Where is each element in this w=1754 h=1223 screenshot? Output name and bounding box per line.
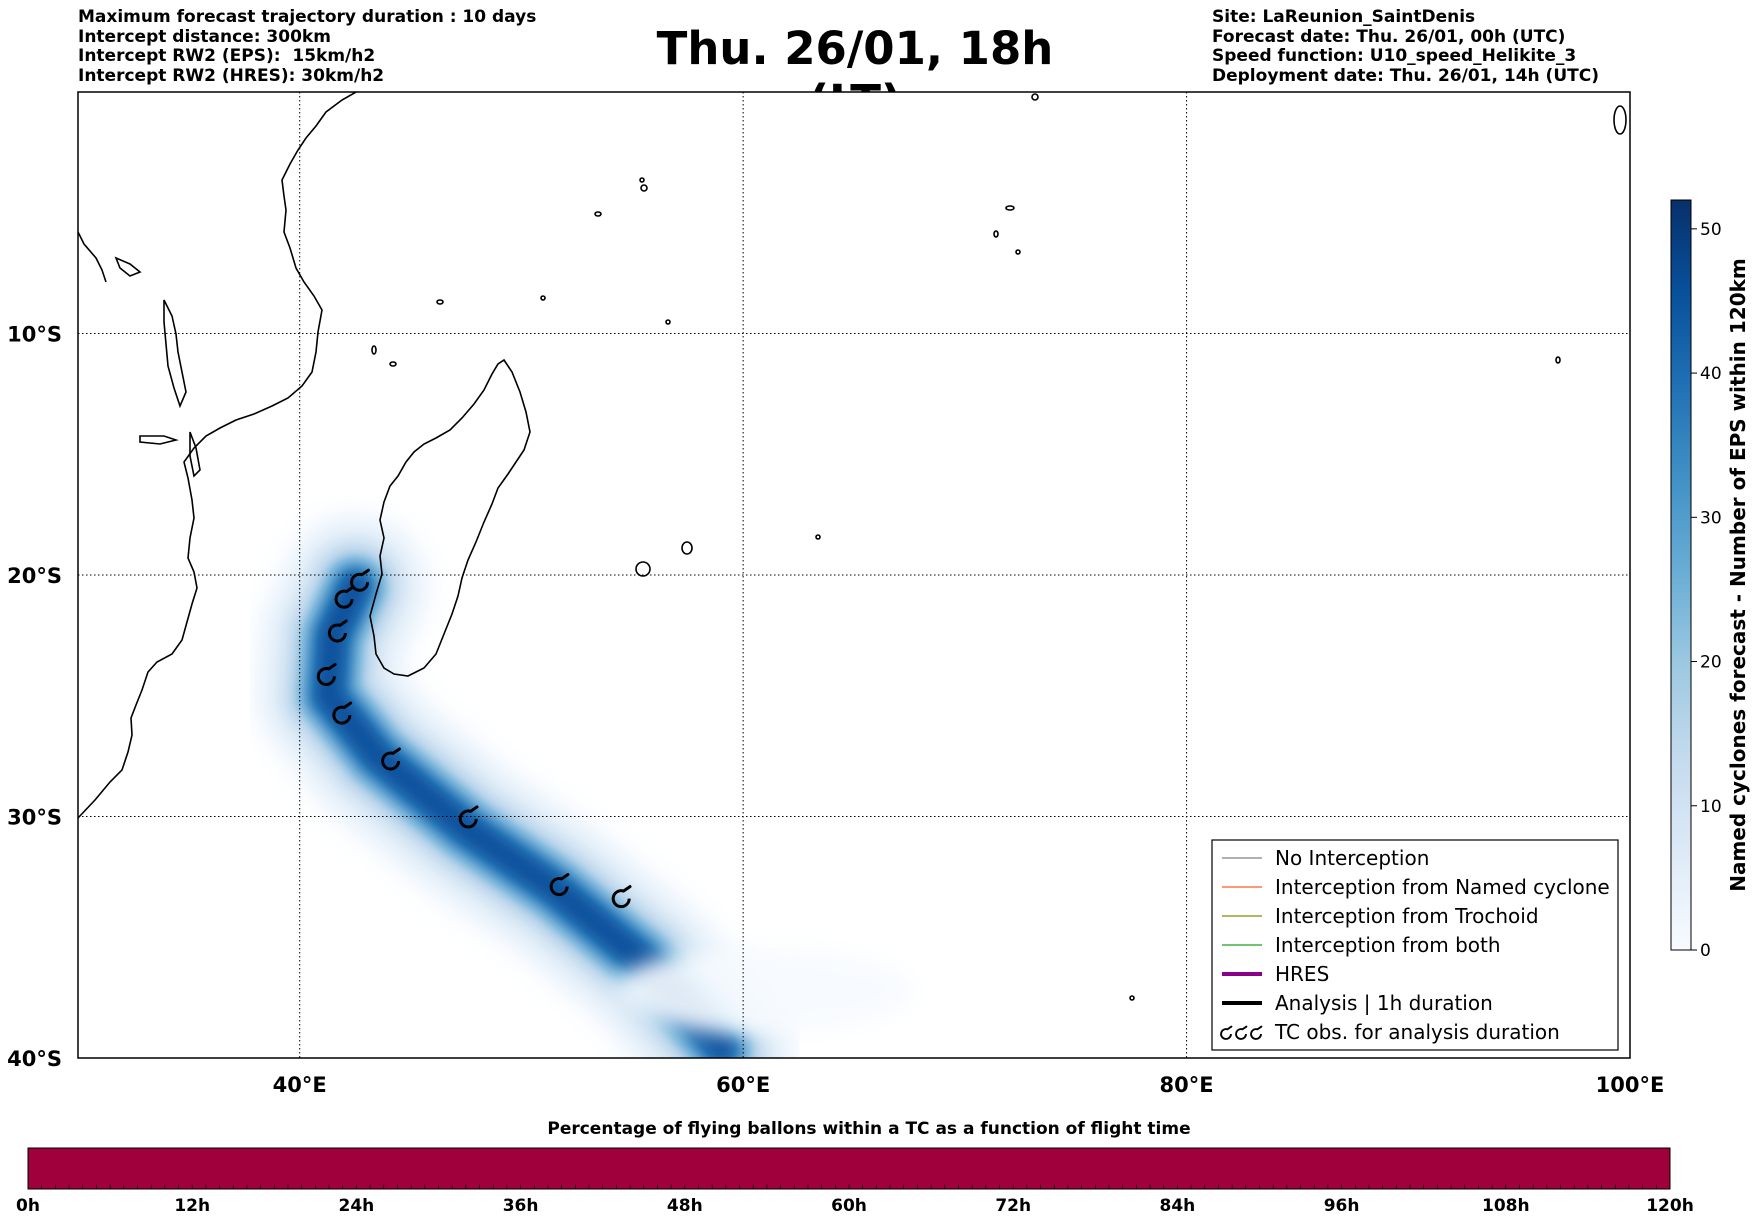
tc-symbol xyxy=(1235,1025,1248,1040)
island-outline xyxy=(389,361,397,367)
flight-bar-tick-label: 96h xyxy=(1324,1196,1360,1216)
island-outline xyxy=(1129,995,1135,1001)
island-outline xyxy=(993,230,999,238)
map-legend: No Interception Interception from Named c… xyxy=(1211,839,1619,1051)
density-band xyxy=(316,575,733,1058)
island-outline xyxy=(639,177,645,183)
island-outline xyxy=(436,299,444,305)
tc-symbol xyxy=(1220,1025,1233,1040)
island-outline xyxy=(540,295,546,301)
lon-tick-label: 80°E xyxy=(1160,1073,1214,1097)
island-outline xyxy=(635,561,651,577)
ensemble-density-plume xyxy=(243,502,916,1058)
flight-bar-tick-label: 24h xyxy=(339,1196,375,1216)
colorbar-tick-label: 40 xyxy=(1700,364,1722,384)
lon-tick-label: 60°E xyxy=(716,1073,770,1097)
tc-symbol xyxy=(332,701,353,725)
header-left-line: Maximum forecast trajectory duration : 1… xyxy=(78,7,537,27)
island-outline xyxy=(1613,105,1627,135)
header-left-line: Intercept distance: 300km xyxy=(78,26,331,47)
legend-item-label: No Interception xyxy=(1275,846,1429,870)
tc-symbol xyxy=(381,747,401,771)
colorbar-scale xyxy=(1670,199,1692,951)
lake-outline xyxy=(163,299,187,409)
legend-box xyxy=(1211,839,1619,1051)
lon-tick-label: 100°E xyxy=(1596,1073,1665,1097)
tc-symbol xyxy=(1250,1025,1263,1040)
colorbar-tick-label: 0 xyxy=(1700,941,1711,961)
header-right-line: Speed function: U10_speed_Helikite_3 xyxy=(1212,46,1577,66)
density-colorbar: 0 10 20 30 40 50 Named cyclones forecast - Nu… xyxy=(1670,199,1750,961)
header-left-line: Intercept RW2 (HRES): 30km/h2 xyxy=(78,65,385,86)
lon-tick-label: 40°E xyxy=(273,1073,327,1097)
colorbar-tick-label: 50 xyxy=(1700,220,1722,240)
colorbar-tick-label: 20 xyxy=(1700,653,1722,673)
island-outline xyxy=(594,211,602,217)
tc-observations xyxy=(316,568,632,909)
density-band xyxy=(615,945,916,1036)
tc-symbol xyxy=(549,873,570,897)
lat-tick-label: 30°S xyxy=(7,806,62,830)
island-outline xyxy=(1015,249,1021,255)
tc-symbol xyxy=(458,805,479,829)
horn-coastline xyxy=(78,231,107,283)
legend-item-label: HRES xyxy=(1275,962,1329,986)
tc-symbol xyxy=(327,619,348,643)
lat-tick-label: 10°S xyxy=(7,323,62,347)
legend-item-label: Interception from both xyxy=(1275,933,1501,957)
lake-outline xyxy=(114,256,142,277)
map-grid xyxy=(78,92,1630,1058)
island-outline xyxy=(640,184,648,192)
flight-bar-title: Percentage of flying ballons within a TC… xyxy=(547,1119,1190,1139)
flight-bar-tick-label: 72h xyxy=(995,1196,1031,1216)
lat-tick-label: 40°S xyxy=(7,1047,62,1071)
legend-item-label: Interception from Trochoid xyxy=(1275,904,1539,928)
island-outline xyxy=(1031,93,1039,101)
legend-item-label: Analysis | 1h duration xyxy=(1275,991,1493,1015)
lake-outline xyxy=(189,431,201,478)
lat-tick-label: 20°S xyxy=(7,564,62,588)
flight-bar-tick-label: 36h xyxy=(503,1196,539,1216)
island-outline xyxy=(815,534,821,540)
flight-bar-tick-label: 120h xyxy=(1646,1196,1694,1216)
header-left-line: Intercept RW2 (EPS): 15km/h2 xyxy=(78,46,376,66)
legend-item-label: Interception from Named cyclone xyxy=(1275,875,1610,899)
flight-time-bar: Percentage of flying ballons within a TC… xyxy=(16,1119,1694,1216)
colorbar-label: Named cyclones forecast - Number of EPS … xyxy=(1726,258,1750,892)
flight-bar-tick-label: 108h xyxy=(1482,1196,1530,1216)
flight-bar-tick-label: 12h xyxy=(174,1196,210,1216)
madagascar-coastline xyxy=(369,358,531,677)
header-right-line: Forecast date: Thu. 26/01, 00h (UTC) xyxy=(1212,26,1566,47)
header-info-left: Maximum forecast trajectory duration : 1… xyxy=(78,7,537,86)
coastlines xyxy=(78,92,1627,1001)
header-right-line: Site: LaReunion_SaintDenis xyxy=(1212,7,1476,27)
map-axis-labels: 40°E 60°E 80°E 100°E 10°S 20°S 30°S 40°S xyxy=(7,323,1664,1098)
africa-coastline xyxy=(78,92,357,819)
island-outline xyxy=(371,345,377,355)
island-outline xyxy=(665,319,671,325)
colorbar-tick-label: 10 xyxy=(1700,797,1722,817)
flight-bar-fill xyxy=(27,1147,1671,1190)
flight-bar-tick-label: 84h xyxy=(1160,1196,1196,1216)
flight-bar-tick-label: 0h xyxy=(16,1196,40,1216)
lake-outline xyxy=(139,435,179,445)
flight-bar-tick-label: 48h xyxy=(667,1196,703,1216)
island-outline xyxy=(1555,356,1561,364)
legend-item-label: TC obs. for analysis duration xyxy=(1274,1020,1560,1044)
tc-symbol xyxy=(611,885,632,909)
island-outline xyxy=(1005,205,1015,211)
island-outline xyxy=(681,541,693,555)
flight-bar-tick-label: 60h xyxy=(831,1196,867,1216)
tc-symbol xyxy=(316,662,337,686)
header-right-line: Deployment date: Thu. 26/01, 14h (UTC) xyxy=(1212,65,1599,86)
colorbar-tick-label: 30 xyxy=(1700,508,1722,528)
tc-symbol xyxy=(334,585,355,609)
header-info-right: Site: LaReunion_SaintDenis Forecast date… xyxy=(1212,7,1599,86)
map-frame xyxy=(77,91,1631,1059)
